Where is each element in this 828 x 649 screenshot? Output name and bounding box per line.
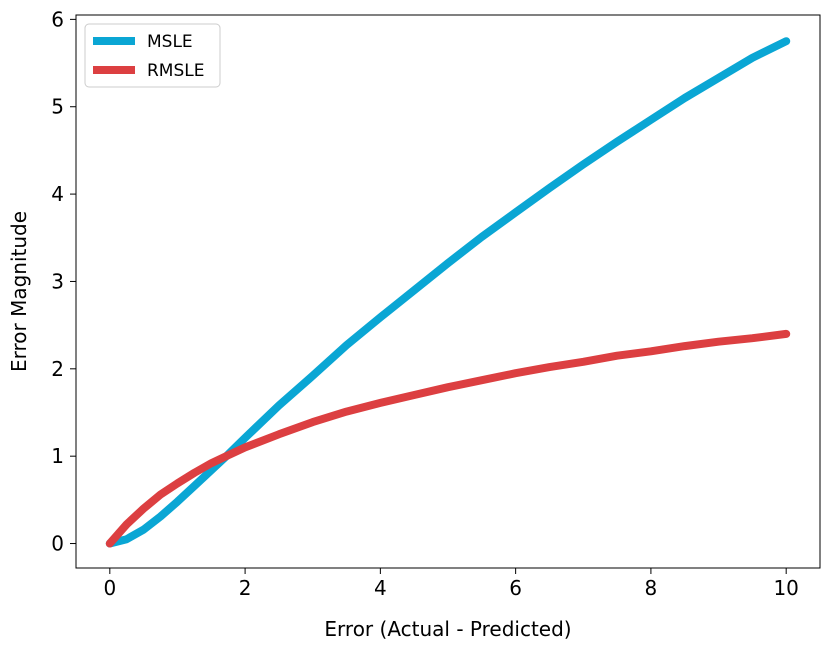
x-tick-label: 2 [239,576,252,600]
ticks-layer: 0 2 4 6 8 10 0 1 2 3 4 5 6 [51,7,799,600]
y-tick-label: 1 [51,444,64,468]
axes-frame [75,14,821,569]
y-tick-label: 5 [51,95,64,119]
x-tick-label: 6 [509,576,522,600]
legend-label-msle: MSLE [147,32,193,52]
series-line-msle [105,37,791,548]
x-tick-label: 4 [374,576,387,600]
y-tick-label: 2 [51,357,64,381]
y-tick-label: 3 [51,269,64,293]
legend-label-rmsle: RMSLE [147,61,204,81]
x-axis-label: Error (Actual - Predicted) [324,617,571,641]
legend: MSLE RMSLE [84,23,221,88]
x-tick-label: 8 [645,576,658,600]
x-tick-label: 0 [103,576,116,600]
x-tick-label: 10 [773,576,798,600]
series-line-rmsle [105,329,791,548]
y-tick-label: 0 [51,532,64,556]
y-tick-label: 4 [51,182,64,206]
series-layer [105,37,791,548]
y-axis-label: Error Magnitude [7,211,31,372]
y-tick-label: 6 [51,7,64,31]
